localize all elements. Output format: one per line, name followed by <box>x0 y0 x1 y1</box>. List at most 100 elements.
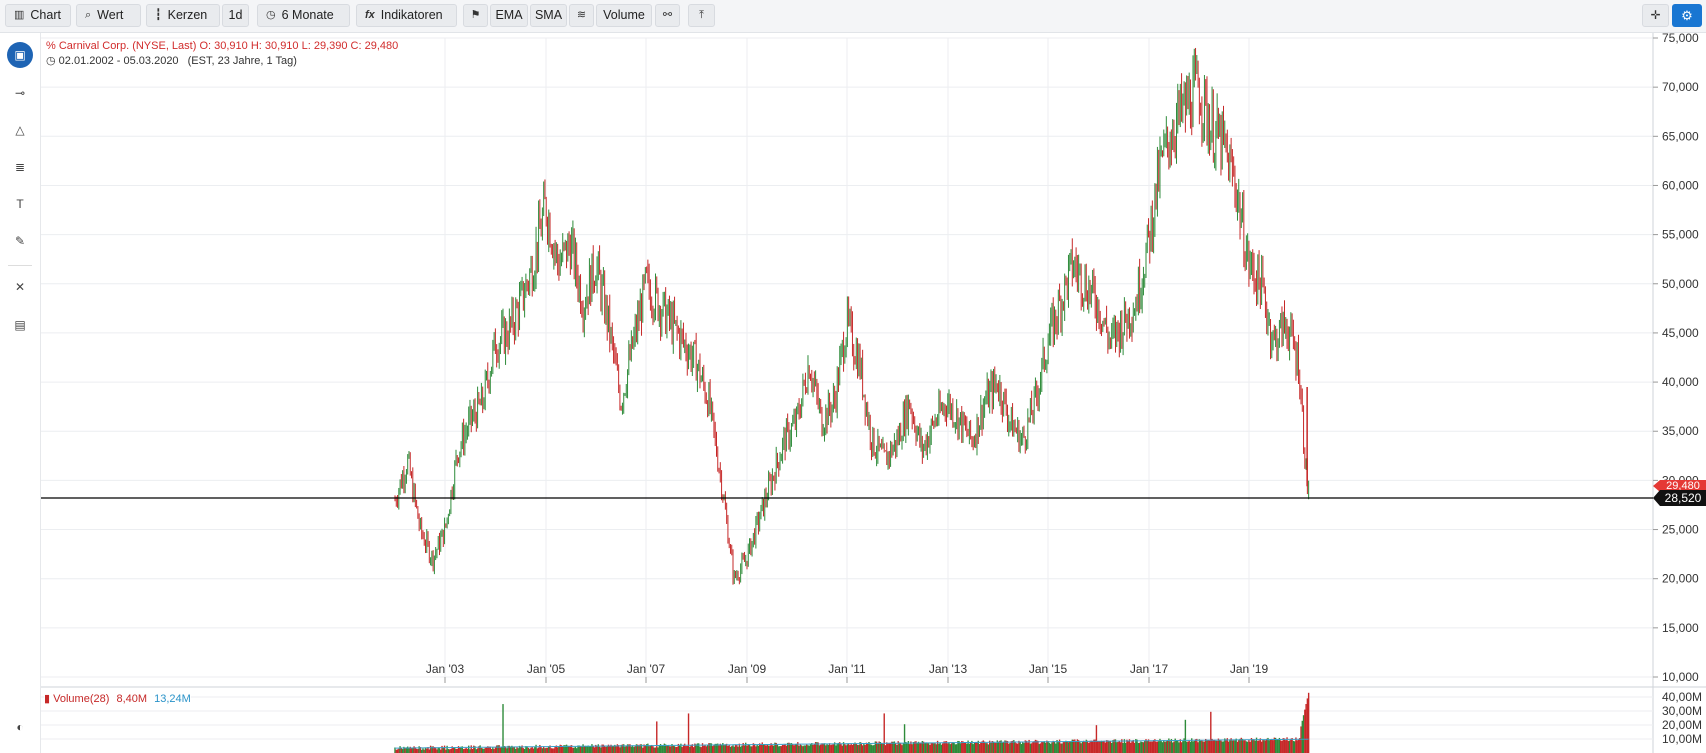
crosshair-badge-text: 28,520 <box>1665 491 1702 505</box>
volume-tick-label: 40,00M <box>1662 690 1702 704</box>
kerzen-label: Kerzen <box>167 8 208 22</box>
price-tick-label: 25,000 <box>1662 523 1699 537</box>
volume-tick-label: 20,00M <box>1662 718 1702 732</box>
price-tick-label: 60,000 <box>1662 178 1699 192</box>
ema-label: EMA <box>495 8 523 22</box>
price-tick-label: 10,000 <box>1662 670 1699 684</box>
volume-average-line <box>394 738 1309 749</box>
price-tick-label: 55,000 <box>1662 228 1699 242</box>
text-tool-icon[interactable]: T <box>16 197 24 211</box>
interval-button[interactable]: 1d <box>222 4 249 27</box>
crosshair-icon: ✛ <box>1650 8 1661 22</box>
volume-tick-label: 30,00M <box>1662 704 1702 718</box>
symbol-search-button[interactable]: ⌕ Wert <box>76 4 141 27</box>
chart-label: Chart <box>30 8 61 22</box>
candle-style-button[interactable]: ┇ Kerzen <box>146 4 220 27</box>
range-label: 6 Monate <box>281 8 334 22</box>
compare-percent-icon: % <box>46 40 56 52</box>
calculator-icon[interactable]: ▤ <box>14 318 26 332</box>
fibonacci-tool-icon[interactable]: ≣ <box>14 160 26 174</box>
settings-icon: ⚙ <box>1681 8 1693 23</box>
expand-button[interactable]: ⤒ <box>688 4 715 27</box>
price-tick-label: 35,000 <box>1662 424 1699 438</box>
sma-button[interactable]: SMA <box>530 4 567 27</box>
indicators-button[interactable]: fx Indikatoren <box>356 4 457 27</box>
volume-title: Volume(28) <box>53 693 110 705</box>
contrast-icon[interactable]: ◐ <box>16 720 24 734</box>
volume-value-2: 13,24M <box>154 693 191 705</box>
volume-bars-icon: ▮ <box>44 693 51 705</box>
triangle-tool-icon[interactable]: △ <box>15 123 25 137</box>
price-tick-label: 65,000 <box>1662 129 1699 143</box>
price-tick-label: 75,000 <box>1662 31 1699 45</box>
price-tick-label: 70,000 <box>1662 80 1699 94</box>
link-icon: ⚯ <box>662 9 673 21</box>
timezone-info: (EST, 23 Jahre, 1 Tag) <box>187 55 297 67</box>
price-tick-label: 45,000 <box>1662 326 1699 340</box>
search-icon: ⌕ <box>85 9 92 21</box>
volume-pane <box>41 692 1653 753</box>
ohlc-close: C: 29,480 <box>350 40 399 52</box>
sma-label: SMA <box>534 8 563 22</box>
expand-icon: ⤒ <box>699 9 704 21</box>
candles-icon: ┇ <box>155 9 162 21</box>
bookmark-button[interactable]: ⚑ <box>463 4 488 27</box>
wert-label: Wert <box>97 8 124 22</box>
price-tick-label: 40,000 <box>1662 375 1699 389</box>
last-price-badge-text: 29,480 <box>1666 480 1700 492</box>
compare-button[interactable]: ≋ <box>569 4 594 27</box>
clock-icon: ◷ <box>266 9 276 21</box>
tools-icon[interactable]: ✕ <box>14 280 26 294</box>
time-tick-label: Jan '09 <box>728 662 767 676</box>
time-tick-label: Jan '13 <box>929 662 968 676</box>
time-range-button[interactable]: ◷ 6 Monate <box>257 4 350 27</box>
candles <box>394 47 1310 585</box>
chart-type-button[interactable]: ▥ Chart <box>5 4 71 27</box>
volume-legend: ▮ Volume(28) 8,40M 13,24M <box>44 692 191 706</box>
ema-button[interactable]: EMA <box>490 4 528 27</box>
cursor-tool-icon[interactable]: ▣ <box>7 42 33 68</box>
ohlc-open: O: 30,910 <box>199 40 248 52</box>
chart-legend: % Carnival Corp. (NYSE, Last) O: 30,910 … <box>46 39 398 69</box>
instrument-name: Carnival Corp. (NYSE, Last) <box>58 40 197 52</box>
chart-toolbar: ▥ Chart ⌕ Wert ┇ Kerzen 1d ◷ 6 Monate fx… <box>0 0 1706 33</box>
volume-label: Volume <box>603 8 645 22</box>
indikatoren-label: Indikatoren <box>380 8 443 22</box>
price-tick-label: 50,000 <box>1662 277 1699 291</box>
interval-label: 1d <box>228 8 243 22</box>
drawing-tools-sidebar: ▣ ⊸ △ ≣ T ✎ ✕ ▤ ◐ <box>0 33 41 753</box>
bookmark-icon: ⚑ <box>470 9 481 21</box>
volume-button[interactable]: Volume <box>596 4 652 27</box>
price-tick-label: 15,000 <box>1662 621 1699 635</box>
crosshair-button[interactable]: ✛ <box>1642 4 1669 27</box>
price-tick-label: 30,000 <box>1662 473 1699 487</box>
line-tool-icon[interactable]: ⊸ <box>14 86 26 100</box>
volume-tick-label: 10,00M <box>1662 732 1702 746</box>
time-tick-label: Jan '03 <box>426 662 465 676</box>
crosshair-badge: 28,520 <box>1653 490 1706 506</box>
compare-icon: ≋ <box>576 9 587 21</box>
last-price-badge: 29,480 <box>1653 480 1706 492</box>
price-axis: 75,000 70,000 65,000 60,000 55,000 50,000 45,0… <box>1652 31 1699 753</box>
settings-button[interactable]: ⚙ <box>1672 4 1702 27</box>
volume-value-1: 8,40M <box>116 693 148 705</box>
time-tick-label: Jan '15 <box>1029 662 1068 676</box>
time-tick-label: Jan '05 <box>527 662 566 676</box>
time-tick-label: Jan '11 <box>828 662 866 676</box>
time-tick-label: Jan '07 <box>627 662 666 676</box>
date-range: 02.01.2002 - 05.03.2020 <box>58 55 179 67</box>
function-icon: fx <box>365 9 375 21</box>
ohlc-high: H: 30,910 <box>250 40 299 52</box>
ohlc-low: L: 29,390 <box>301 40 348 52</box>
chart-grid <box>41 37 1653 678</box>
sidebar-divider <box>8 265 32 266</box>
price-tick-label: 20,000 <box>1662 572 1699 586</box>
clock-icon: ◷ <box>46 55 56 67</box>
chart-bars-icon: ▥ <box>14 9 25 21</box>
annotation-tool-icon[interactable]: ✎ <box>14 234 26 248</box>
time-tick-label: Jan '17 <box>1130 662 1169 676</box>
link-button[interactable]: ⚯ <box>655 4 680 27</box>
time-tick-label: Jan '19 <box>1230 662 1269 676</box>
